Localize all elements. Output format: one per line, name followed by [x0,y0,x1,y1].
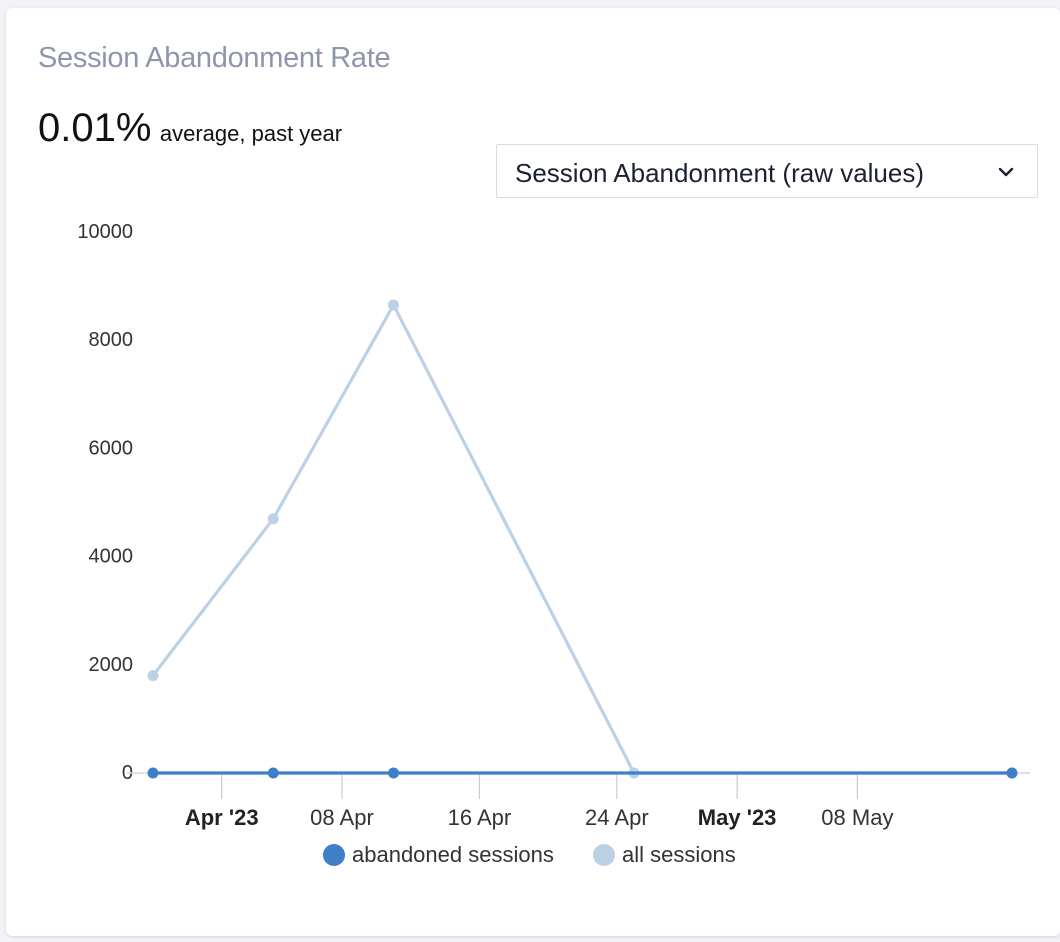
data-point[interactable] [267,767,279,779]
y-tick-label: 4000 [89,546,134,568]
legend-item[interactable]: all sessions [593,842,736,867]
legend-swatch [593,844,615,866]
legend-item[interactable]: abandoned sessions [323,842,554,867]
data-point[interactable] [147,767,159,779]
legend-label: abandoned sessions [352,842,554,867]
series-layer [147,299,1018,779]
series-line [151,303,1014,775]
data-point[interactable] [388,767,400,779]
data-point[interactable] [1006,767,1018,779]
y-tick-label: 10000 [77,221,133,243]
summary-label: average, past year [159,121,343,146]
x-tick-label: 08 May [821,805,893,830]
y-tick-label: 6000 [89,437,134,459]
legend[interactable]: abandoned sessions all sessions [323,842,736,867]
metric-select-value: Session Abandonment (raw values) [515,158,925,188]
widget-title: Session Abandonment Rate [38,42,391,74]
x-tick-label: 08 Apr [310,805,374,830]
metric-select[interactable]: Session Abandonment (raw values) [496,144,1038,198]
series-abandoned-sessions [147,767,1018,779]
chevron-down-icon [998,167,1014,177]
y-tick-label: 2000 [89,654,134,676]
summary-value: 0.01% [38,106,152,150]
data-point[interactable] [388,299,400,311]
legend-label: all sessions [622,842,736,867]
x-tick-label: 24 Apr [585,805,649,830]
x-tick-label: 16 Apr [448,805,512,830]
session-abandonment-card: Session Abandonment Rate 0.01% average, … [6,8,1060,936]
x-tick-label: May '23 [698,805,777,830]
data-point[interactable] [267,513,279,525]
x-tick-label: Apr '23 [185,805,259,830]
series-all-sessions [147,299,1018,779]
data-point[interactable] [147,670,159,682]
summary: 0.01% average, past year [38,106,342,151]
legend-swatch [323,844,345,866]
y-tick-label: 8000 [89,329,134,351]
